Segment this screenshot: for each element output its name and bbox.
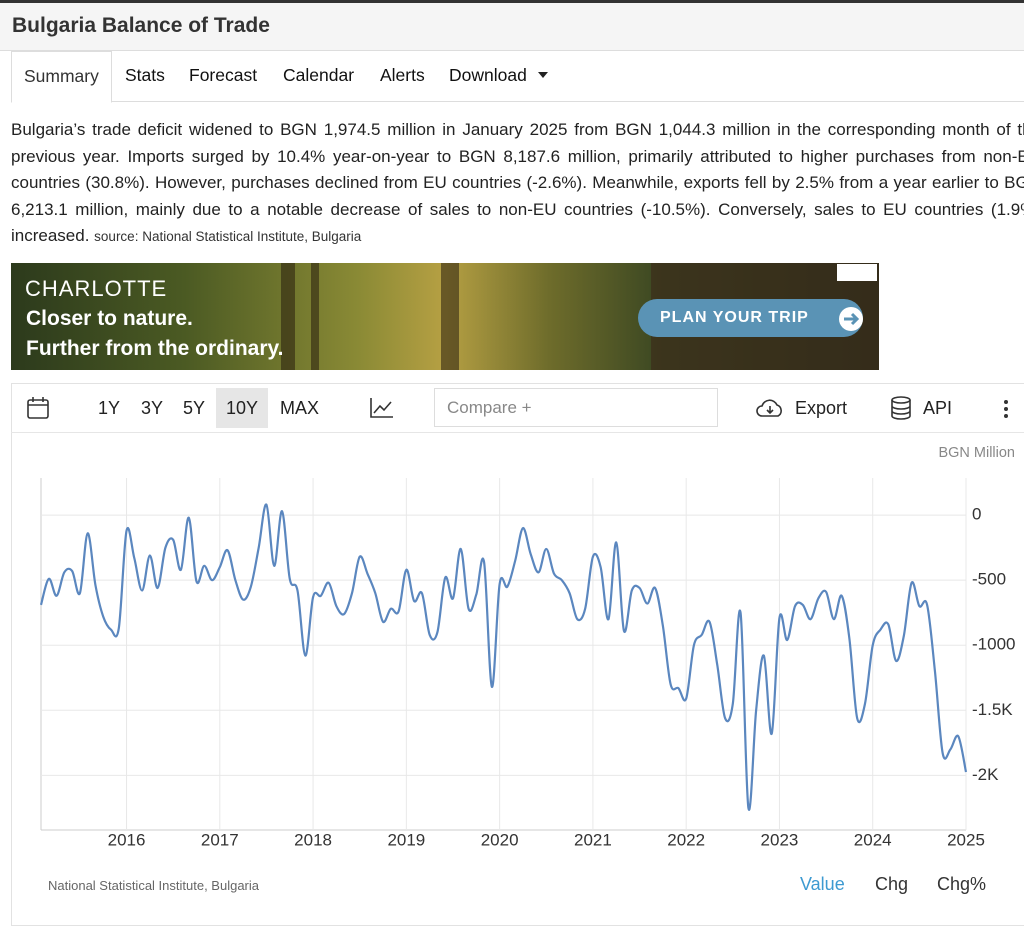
tab[interactable]: Summary xyxy=(11,51,112,103)
range-button[interactable]: 10Y xyxy=(216,388,269,428)
ad-brand: CHARLOTTE xyxy=(25,276,168,301)
export-button[interactable]: Export xyxy=(795,398,848,418)
range-button[interactable]: 5Y xyxy=(183,398,206,418)
y-tick-label: -1000 xyxy=(972,635,1015,654)
chart-type-icon[interactable] xyxy=(370,397,394,419)
ad-button[interactable]: PLAN YOUR TRIP xyxy=(638,299,863,337)
chart-source: National Statistical Institute, Bulgaria xyxy=(48,878,259,893)
range-button[interactable]: MAX xyxy=(280,398,320,418)
tab[interactable]: Download xyxy=(449,65,527,85)
x-tick-label: 2025 xyxy=(947,830,985,849)
page-title: Bulgaria Balance of Trade xyxy=(12,14,270,37)
footer-tab[interactable]: Value xyxy=(800,874,845,894)
separator xyxy=(11,432,1024,433)
summary: Bulgaria’s trade deficit widened to BGN … xyxy=(11,120,1024,246)
range-button[interactable]: 3Y xyxy=(141,398,164,418)
chart: BGN Million 0 -500 -1000 -1.5K -2K 2016 2017 20… xyxy=(39,445,1015,849)
title-bar: Bulgaria Balance of Trade xyxy=(0,3,1024,51)
x-tick-label: 2021 xyxy=(574,830,612,849)
export-icon[interactable] xyxy=(755,397,785,419)
ad-banner[interactable]: CHARLOTTE Closer to nature. Further from… xyxy=(11,263,879,370)
x-tick-label: 2022 xyxy=(667,830,705,849)
ad-line: Closer to nature. xyxy=(26,307,193,330)
api-button[interactable]: API xyxy=(923,398,953,418)
tree xyxy=(281,263,295,370)
more-icon[interactable] xyxy=(1003,399,1009,419)
dropdown-caret xyxy=(538,72,548,78)
arrow-icon xyxy=(839,307,863,331)
footer-tab[interactable]: Chg% xyxy=(937,874,987,894)
tree xyxy=(441,263,459,370)
y-tick-label: 0 xyxy=(972,505,981,524)
unit-label: BGN Million xyxy=(938,445,1015,461)
compare-input[interactable]: Compare + xyxy=(434,388,718,427)
x-tick-label: 2024 xyxy=(854,830,892,849)
tab[interactable]: Calendar xyxy=(283,65,355,85)
footer-tab[interactable]: Chg xyxy=(875,874,909,894)
x-tick-label: 2018 xyxy=(294,830,332,849)
range-button[interactable]: 1Y xyxy=(98,398,121,418)
summary-text: Bulgaria’s trade deficit widened to BGN … xyxy=(11,117,1024,251)
tab[interactable]: Stats xyxy=(125,65,165,85)
y-tick-label: -1.5K xyxy=(972,700,1013,719)
tab-bar: Summary Stats Forecast Calendar Alerts D… xyxy=(11,51,1024,103)
data-line xyxy=(39,503,968,811)
calendar-icon[interactable] xyxy=(27,397,49,419)
y-tick-label: -500 xyxy=(972,570,1006,589)
y-tick-label: -2K xyxy=(972,765,999,784)
top-bar xyxy=(0,0,1024,3)
x-tick-label: 2017 xyxy=(201,830,239,849)
source: source: National Statistical Institute, … xyxy=(94,229,362,245)
tree xyxy=(311,263,319,370)
tab[interactable]: Alerts xyxy=(380,65,425,85)
chart-panel xyxy=(11,383,1024,926)
ad-choices[interactable] xyxy=(837,264,877,281)
x-tick-label: 2019 xyxy=(387,830,425,849)
tab[interactable]: Forecast xyxy=(189,65,258,85)
x-tick-label: 2023 xyxy=(761,830,799,849)
x-tick-label: 2020 xyxy=(481,830,519,849)
x-tick-label: 2016 xyxy=(108,830,146,849)
ad-line: Further from the ordinary. xyxy=(26,337,284,360)
api-icon[interactable] xyxy=(890,396,912,420)
